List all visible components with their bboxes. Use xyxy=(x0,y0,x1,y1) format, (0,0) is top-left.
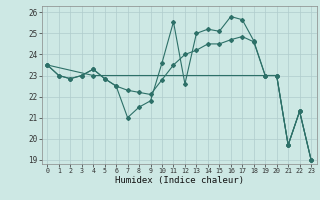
X-axis label: Humidex (Indice chaleur): Humidex (Indice chaleur) xyxy=(115,176,244,185)
